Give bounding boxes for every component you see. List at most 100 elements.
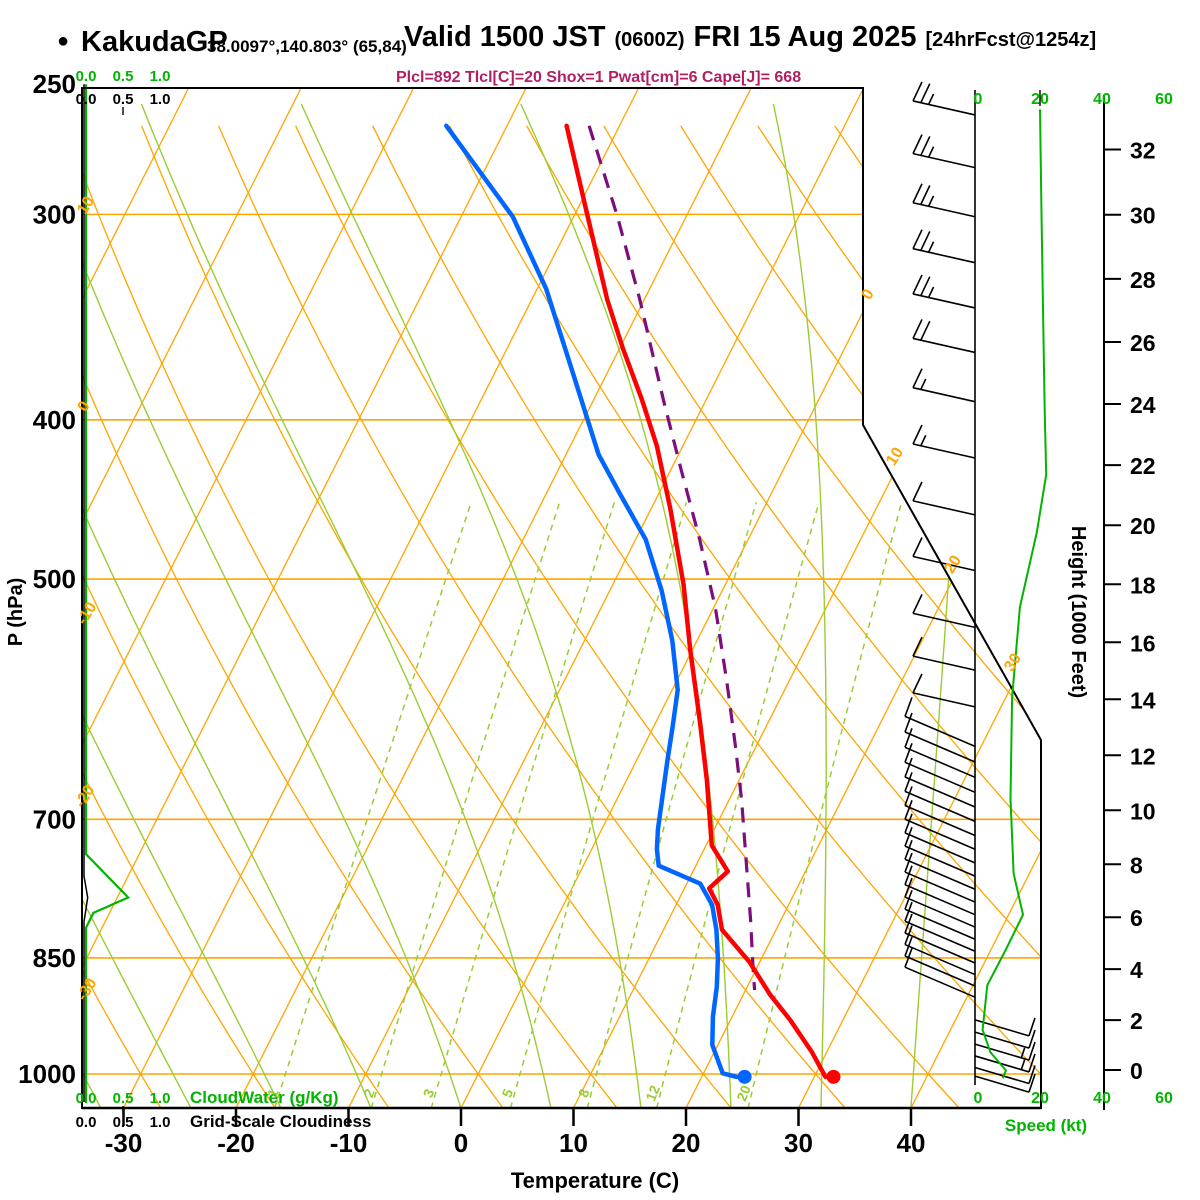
wind-barb <box>904 852 976 903</box>
isotherm-label: 20 <box>941 552 965 576</box>
isotherm-label: 30 <box>1001 650 1025 674</box>
speed-tick-label: 60 <box>1155 1090 1173 1107</box>
speed-tick-label: 0 <box>974 1090 983 1107</box>
temperature-tick-label: -10 <box>330 1128 368 1158</box>
cloudiness-scale-label: 0.0 <box>76 1114 97 1131</box>
height-tick-label: 8 <box>1130 852 1143 878</box>
temperature-tick-label: -20 <box>217 1128 255 1158</box>
speed-axis-title: Speed (kt) <box>1005 1116 1087 1135</box>
wind-barb <box>904 728 976 779</box>
station-coords: 38.0097°,140.803° (65,84) <box>207 37 407 56</box>
wind-barb <box>904 877 976 928</box>
cloudiness-scale-label: 0.5 <box>113 91 134 108</box>
cloudiness-scale-label: 0.5 <box>113 1114 134 1131</box>
wind-barb <box>904 697 976 748</box>
cloud-water-curve <box>84 84 131 1102</box>
forecast-tag: [24hrFcst@1254z] <box>925 29 1097 51</box>
wind-barb <box>904 901 976 952</box>
wind-barbs <box>904 81 1048 1093</box>
wind-barb <box>904 913 976 964</box>
temperature-curve <box>564 123 828 1080</box>
height-tick-label: 16 <box>1130 630 1156 656</box>
pressure-tick-label: 1000 <box>18 1059 76 1089</box>
pressure-tick-label: 300 <box>33 199 76 229</box>
cloudiness-scale-label: 1.0 <box>150 1114 171 1131</box>
cloudwater-scale-label: 0.0 <box>76 1090 97 1107</box>
cloudiness-legend: Grid-Scale Cloudiness <box>190 1112 371 1131</box>
surface-temperature-dot <box>826 1069 841 1084</box>
mixing-ratio-label: 12 <box>642 1083 663 1104</box>
height-tick-label: 2 <box>1130 1008 1143 1034</box>
pressure-tick-label: 400 <box>33 405 76 435</box>
dewpoint-curve <box>444 123 739 1080</box>
height-tick-label: 12 <box>1130 743 1156 769</box>
isotherm-label: 0 <box>859 286 878 303</box>
pressure-tick-label: 850 <box>33 943 76 973</box>
temperature-tick-label: 0 <box>454 1128 468 1158</box>
wind-barb <box>912 537 976 572</box>
height-tick-label: 26 <box>1130 330 1156 356</box>
pressure-axis-title: P (hPa) <box>5 578 27 647</box>
height-tick-label: 32 <box>1130 138 1156 164</box>
station-bullet-icon: ● <box>57 30 70 52</box>
valid-time: Valid 1500 JST <box>404 21 606 53</box>
wind-barb <box>912 636 976 671</box>
cloudwater-legend: CloudWater (g/Kg) <box>190 1088 339 1107</box>
wind-barb <box>904 947 976 998</box>
cloudwater-scale-label: 0.5 <box>113 1090 134 1107</box>
stability-indices: Plcl=892 Tlcl[C]=20 Shox=1 Pwat[cm]=6 Ca… <box>396 69 802 86</box>
mixing-ratio-label: 5 <box>498 1086 516 1099</box>
wind-barb <box>912 274 976 309</box>
isotherm-label: 10 <box>74 193 98 217</box>
isotherm-label: -10 <box>74 599 101 628</box>
wind-barb <box>904 712 976 763</box>
wind-barb <box>912 424 976 459</box>
cloudiness-scale-label: 0.0 <box>76 91 97 108</box>
height-tick-label: 0 <box>1130 1058 1143 1084</box>
height-tick-label: 20 <box>1130 513 1156 539</box>
wind-barb <box>912 673 976 708</box>
height-tick-label: 14 <box>1130 687 1156 713</box>
wind-barb <box>904 865 976 916</box>
pressure-tick-label: 250 <box>33 69 76 99</box>
wind-barb <box>912 594 976 629</box>
wind-barb <box>904 813 976 864</box>
wind-speed-curve <box>981 109 1048 1079</box>
wind-barb <box>974 1053 1036 1073</box>
surface-dewpoint-dot <box>737 1069 752 1084</box>
wind-barb <box>912 229 976 264</box>
temperature-tick-label: 10 <box>559 1128 588 1158</box>
valid-time-line: Valid 1500 JST (0600Z) FRI 15 Aug 2025 [… <box>404 21 1096 54</box>
temperature-tick-label: -30 <box>105 1128 143 1158</box>
temperature-tick-label: 30 <box>784 1128 813 1158</box>
isotherm-label: -30 <box>74 975 101 1004</box>
height-tick-label: 18 <box>1130 572 1156 598</box>
cloudwater-scale-label: 0.5 <box>113 68 134 85</box>
speed-tick-label: 60 <box>1155 91 1173 108</box>
wind-barb <box>974 1073 1036 1093</box>
height-tick-label: 10 <box>1130 798 1156 824</box>
temperature-tick-label: 40 <box>897 1128 926 1158</box>
pressure-tick-label: 500 <box>33 564 76 594</box>
wind-barb <box>912 368 976 403</box>
height-tick-label: 4 <box>1130 957 1143 983</box>
wind-barb <box>904 743 976 794</box>
wind-barb <box>904 800 976 851</box>
wind-barb <box>904 757 976 808</box>
cloudwater-scale-label: 0.0 <box>76 68 97 85</box>
cloudwater-scale-label: 1.0 <box>150 1090 171 1107</box>
wind-barb <box>912 481 976 516</box>
mixing-ratio-label: 20 <box>733 1083 754 1104</box>
wind-barb <box>974 1041 1036 1061</box>
wind-barb <box>904 936 976 987</box>
valid-date: FRI 15 Aug 2025 <box>693 21 917 53</box>
height-tick-label: 28 <box>1130 267 1156 293</box>
wind-barb <box>904 839 976 890</box>
mixing-ratio-label: 3 <box>420 1086 438 1099</box>
height-axis-title: Height (1000 Feet) <box>1067 526 1089 698</box>
wind-barb <box>912 319 976 354</box>
wind-barb <box>974 1065 1036 1085</box>
cloudiness-scale-label: 1.0 <box>150 91 171 108</box>
